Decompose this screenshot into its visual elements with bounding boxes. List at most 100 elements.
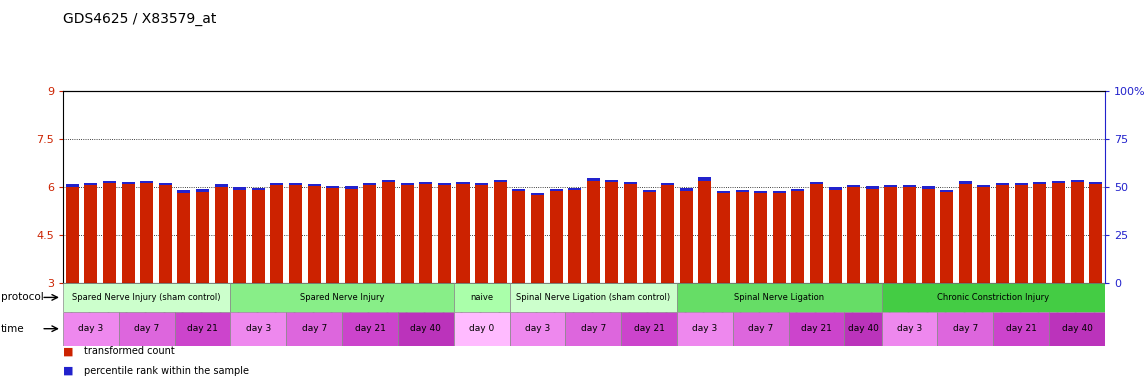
Bar [85,185,97,283]
Bar [1089,182,1103,184]
Bar [621,312,677,346]
Bar [1014,183,1028,185]
Bar [270,183,284,185]
Bar [847,185,860,187]
Bar [512,191,526,283]
Bar [606,180,618,182]
Bar [63,283,230,312]
Text: Spinal Nerve Ligation (sham control): Spinal Nerve Ligation (sham control) [516,293,670,302]
Bar [568,190,582,283]
Bar [419,184,433,283]
Bar [624,182,637,184]
Text: Chronic Constriction Injury: Chronic Constriction Injury [938,293,1049,302]
Bar [270,185,284,283]
Bar [940,192,954,283]
Bar [230,283,453,312]
Bar [882,283,1105,312]
Bar [958,184,972,283]
Bar [958,181,972,184]
Text: day 3: day 3 [524,324,550,333]
Text: ■: ■ [63,366,73,376]
Bar [735,192,749,283]
Bar [345,189,358,283]
Bar [642,192,656,283]
Bar [252,188,264,190]
Bar [938,312,994,346]
Text: day 40: day 40 [1061,324,1092,333]
Bar [177,190,190,193]
Text: day 21: day 21 [633,324,664,333]
Bar [345,186,358,189]
Bar [121,182,135,184]
Text: day 21: day 21 [1005,324,1036,333]
Text: transformed count: transformed count [84,346,174,356]
Bar [1052,183,1065,283]
Bar [252,190,264,283]
Bar [773,193,785,283]
Bar [457,184,469,283]
Bar [677,312,733,346]
Bar [661,185,674,283]
Bar [884,185,898,187]
Bar [884,187,898,283]
Text: day 3: day 3 [246,324,271,333]
Text: day 40: day 40 [847,324,878,333]
Bar [1052,181,1065,183]
Bar [214,187,228,283]
Bar [234,190,246,283]
Bar [847,187,860,283]
Bar [866,189,879,283]
Text: day 0: day 0 [469,324,495,333]
Bar [159,185,172,283]
Bar [475,185,488,283]
Bar [382,180,395,182]
Bar [642,190,656,192]
Bar [531,195,544,283]
Bar [1033,182,1047,184]
Bar [586,180,600,283]
Bar [996,185,1009,283]
Bar [512,189,526,191]
Bar [85,183,97,185]
Bar [680,191,693,283]
Bar [140,183,153,283]
Bar [903,187,916,283]
Bar [531,193,544,195]
Text: ■: ■ [63,346,73,356]
Bar [382,182,395,283]
Bar [680,188,693,191]
Bar [230,312,286,346]
Bar [677,283,882,312]
Text: percentile rank within the sample: percentile rank within the sample [84,366,248,376]
Bar [717,194,731,283]
Bar [234,187,246,190]
Bar [119,312,174,346]
Bar [829,187,842,190]
Bar [586,178,600,180]
Bar [140,181,153,183]
Bar [810,182,823,184]
Bar [214,184,228,187]
Bar [121,184,135,283]
Bar [791,189,805,191]
Bar [735,190,749,192]
Bar [363,185,377,283]
Bar [550,189,562,191]
Text: GDS4625 / X83579_at: GDS4625 / X83579_at [63,12,216,25]
Bar [1033,184,1047,283]
Bar [453,312,510,346]
Bar [568,188,582,190]
Bar [810,184,823,283]
Text: day 7: day 7 [134,324,159,333]
Text: Spared Nerve Injury: Spared Nerve Injury [300,293,385,302]
Bar [996,183,1009,185]
Bar [326,188,339,283]
Bar [791,191,805,283]
Bar [457,182,469,184]
Bar [733,312,789,346]
Bar [103,181,116,183]
Text: naive: naive [471,293,493,302]
Text: day 3: day 3 [897,324,922,333]
Text: Spared Nerve Injury (sham control): Spared Nerve Injury (sham control) [72,293,221,302]
Bar [1049,312,1105,346]
